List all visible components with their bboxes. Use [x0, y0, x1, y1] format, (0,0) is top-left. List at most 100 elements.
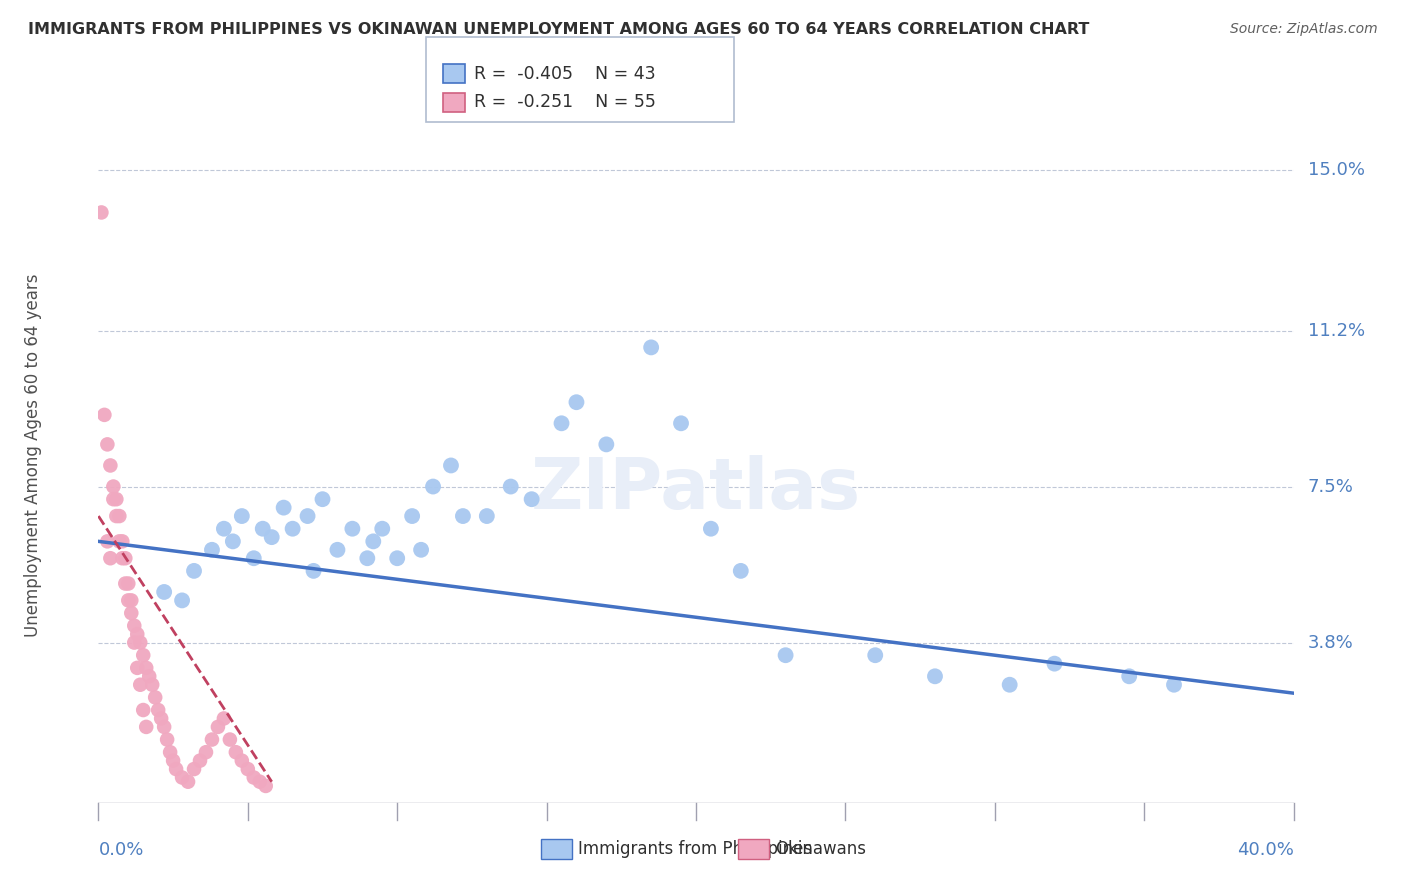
Point [1163, 678, 1185, 692]
Point [297, 509, 319, 524]
Text: 7.5%: 7.5% [1308, 477, 1354, 496]
Point [998, 678, 1021, 692]
Point [96, 437, 118, 451]
Point [117, 593, 139, 607]
Point [120, 606, 142, 620]
Point [117, 576, 139, 591]
Point [212, 711, 235, 725]
Point [401, 509, 423, 524]
Point [98, 551, 122, 566]
Point [127, 627, 149, 641]
Point [207, 720, 229, 734]
Text: R =  -0.405    N = 43: R = -0.405 N = 43 [474, 64, 655, 83]
Point [98, 458, 122, 473]
Point [153, 720, 176, 734]
Point [225, 745, 247, 759]
Point [108, 534, 131, 549]
Point [124, 618, 146, 632]
Text: R =  -0.251    N = 55: R = -0.251 N = 55 [474, 94, 655, 112]
Point [640, 340, 662, 354]
Point [231, 754, 253, 768]
Text: 40.0%: 40.0% [1237, 841, 1294, 859]
Point [120, 593, 142, 607]
Point [371, 522, 394, 536]
Point [385, 551, 409, 566]
Point [114, 576, 136, 591]
Point [108, 509, 131, 524]
Point [422, 479, 444, 493]
Point [132, 648, 155, 663]
Point [219, 732, 242, 747]
Point [132, 703, 155, 717]
Text: Source: ZipAtlas.com: Source: ZipAtlas.com [1230, 22, 1378, 37]
Point [451, 509, 474, 524]
Point [550, 417, 572, 431]
Point [162, 754, 184, 768]
Point [129, 635, 152, 649]
Point [105, 509, 128, 524]
Point [153, 585, 176, 599]
Point [222, 534, 245, 549]
Text: Unemployment Among Ages 60 to 64 years: Unemployment Among Ages 60 to 64 years [24, 273, 42, 637]
Text: 3.8%: 3.8% [1308, 633, 1354, 651]
Point [700, 522, 723, 536]
Point [93, 408, 115, 422]
Point [159, 745, 181, 759]
Point [177, 774, 200, 789]
Point [342, 522, 364, 536]
Point [302, 564, 325, 578]
Point [475, 509, 498, 524]
Point [114, 551, 136, 566]
Point [135, 720, 157, 734]
Point [172, 771, 194, 785]
Point [183, 564, 205, 578]
Point [1043, 657, 1066, 671]
Point [273, 500, 295, 515]
Point [363, 534, 385, 549]
Point [111, 534, 134, 549]
Point [96, 534, 118, 549]
Point [775, 648, 797, 663]
Point [124, 635, 146, 649]
Point [565, 395, 588, 409]
Point [356, 551, 378, 566]
Point [150, 711, 173, 725]
Point [135, 661, 157, 675]
Point [254, 779, 277, 793]
Point [103, 479, 125, 493]
Point [111, 551, 134, 566]
Point [172, 593, 194, 607]
Point [730, 564, 752, 578]
Text: 15.0%: 15.0% [1308, 161, 1365, 179]
Point [141, 678, 163, 692]
Point [156, 732, 179, 747]
Point [440, 458, 463, 473]
Point [243, 551, 266, 566]
Point [138, 669, 160, 683]
Point [326, 542, 349, 557]
Point [1118, 669, 1140, 683]
Text: 0.0%: 0.0% [98, 841, 143, 859]
Point [595, 437, 617, 451]
Point [236, 762, 259, 776]
Text: IMMIGRANTS FROM PHILIPPINES VS OKINAWAN UNEMPLOYMENT AMONG AGES 60 TO 64 YEARS C: IMMIGRANTS FROM PHILIPPINES VS OKINAWAN … [28, 22, 1090, 37]
Point [499, 479, 522, 493]
Point [201, 732, 224, 747]
Point [243, 771, 266, 785]
Point [924, 669, 946, 683]
Point [249, 774, 271, 789]
Text: Immigrants from Philippines: Immigrants from Philippines [578, 840, 813, 858]
Point [520, 492, 543, 507]
Text: Okinawans: Okinawans [775, 840, 866, 858]
Text: 11.2%: 11.2% [1308, 321, 1365, 340]
Point [90, 205, 112, 219]
Point [669, 417, 692, 431]
Point [311, 492, 333, 507]
Point [252, 522, 274, 536]
Point [231, 509, 253, 524]
Point [260, 530, 283, 544]
Point [127, 661, 149, 675]
Point [188, 754, 211, 768]
Point [148, 703, 170, 717]
Text: ZIPatlas: ZIPatlas [531, 455, 860, 524]
